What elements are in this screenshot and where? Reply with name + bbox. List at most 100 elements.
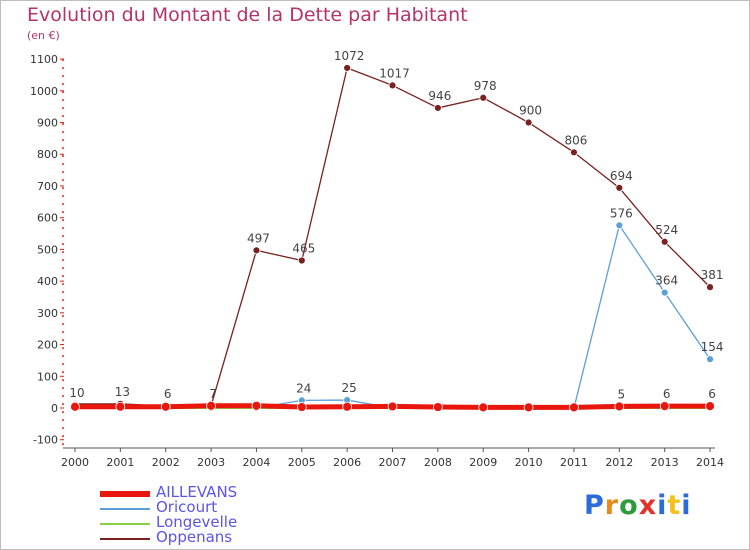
data-point [297, 256, 306, 265]
x-tick-label: 2000 [61, 456, 89, 469]
data-label: 524 [655, 223, 678, 237]
data-label: 946 [428, 89, 451, 103]
x-tick-label: 2001 [106, 456, 134, 469]
legend-swatch [100, 523, 150, 525]
data-label: 10 [69, 386, 84, 400]
x-tick-label: 2005 [288, 456, 316, 469]
x-tick-label: 2007 [379, 456, 407, 469]
x-tick-label: 2006 [333, 456, 361, 469]
y-tick-label: 300 [37, 307, 58, 320]
y-tick-label: -100 [33, 434, 58, 447]
data-point [115, 401, 126, 412]
data-label: 6 [164, 387, 172, 401]
data-label: 154 [701, 340, 724, 354]
logo-letter: i [657, 490, 668, 521]
y-tick-label: 1000 [30, 85, 58, 98]
x-tick-label: 2008 [424, 456, 452, 469]
data-label: 1017 [379, 66, 410, 80]
data-point [524, 118, 533, 127]
logo-letter: i [681, 490, 692, 521]
data-point [615, 183, 624, 192]
chart-title: Evolution du Montant de la Dette par Hab… [27, 4, 468, 26]
y-tick-label: 500 [37, 243, 58, 256]
data-point [206, 400, 216, 411]
data-label: 381 [701, 268, 724, 282]
data-point [705, 401, 715, 411]
legend-swatch [100, 538, 150, 540]
data-point [388, 81, 397, 90]
data-label: 900 [519, 104, 542, 118]
logo-letter: t [667, 490, 682, 521]
data-point [660, 237, 669, 246]
data-point [614, 401, 625, 412]
y-tick-label: 1100 [30, 53, 58, 66]
x-tick-label: 2014 [696, 456, 724, 469]
y-tick-label: 100 [37, 370, 58, 383]
legend-swatch [100, 491, 150, 497]
data-point [432, 402, 443, 412]
x-tick-label: 2002 [152, 456, 180, 469]
data-point [342, 401, 353, 412]
data-point [70, 401, 80, 412]
data-point [660, 288, 669, 297]
series-line-oppenans [75, 67, 711, 407]
data-label: 5 [617, 387, 625, 401]
data-point [659, 401, 670, 411]
data-label: 694 [610, 169, 633, 183]
legend-label: AILLEVANS [156, 483, 238, 501]
data-point [706, 283, 714, 292]
data-point [570, 148, 578, 157]
y-tick-label: 400 [37, 275, 58, 288]
y-tick-label: 600 [37, 212, 58, 225]
data-label: 6 [708, 387, 716, 401]
x-tick-label: 2012 [605, 456, 633, 469]
legend-swatch [100, 508, 150, 510]
y-tick-label: 800 [37, 148, 58, 161]
data-point [615, 221, 624, 230]
series-line-oricourt [74, 224, 711, 409]
data-point [343, 64, 352, 72]
data-label: 7 [209, 387, 217, 401]
data-point [160, 401, 171, 412]
y-tick-label: 0 [51, 402, 58, 415]
data-label: 1072 [334, 49, 365, 63]
y-tick-label: 900 [37, 117, 58, 130]
data-label: 576 [610, 206, 633, 220]
proxiti-logo: Proxiti [584, 490, 692, 521]
x-tick-label: 2013 [651, 456, 679, 469]
legend-label: Oppenans [156, 528, 233, 546]
data-label: 978 [474, 79, 497, 93]
data-label: 13 [115, 385, 130, 399]
x-tick-label: 2010 [515, 456, 543, 469]
data-point [251, 400, 262, 411]
logo-letter: r [604, 490, 620, 521]
data-label: 24 [296, 381, 311, 395]
chart-unit-label: (en €) [27, 29, 60, 42]
y-tick-label: 700 [37, 180, 58, 193]
data-label: 25 [342, 381, 357, 395]
data-label: 465 [292, 242, 315, 256]
data-point [569, 402, 579, 413]
logo-letter: o [619, 490, 639, 521]
legend-label: Longevelle [156, 513, 238, 531]
legend-label: Oricourt [156, 498, 218, 516]
x-tick-label: 2009 [469, 456, 497, 469]
data-point [706, 355, 714, 364]
data-point [478, 402, 489, 413]
data-label: 6 [663, 387, 671, 401]
data-point [296, 402, 307, 412]
y-tick-label: 200 [37, 339, 58, 352]
logo-letter: x [638, 490, 658, 521]
data-point [479, 93, 488, 102]
data-label: 497 [247, 231, 270, 245]
data-label: 806 [565, 133, 588, 147]
data-point [523, 402, 534, 413]
data-point [252, 246, 261, 255]
x-tick-label: 2011 [560, 456, 588, 469]
data-label: 364 [655, 274, 678, 288]
data-point [433, 104, 442, 112]
data-point [387, 401, 398, 412]
x-tick-label: 2004 [242, 456, 270, 469]
